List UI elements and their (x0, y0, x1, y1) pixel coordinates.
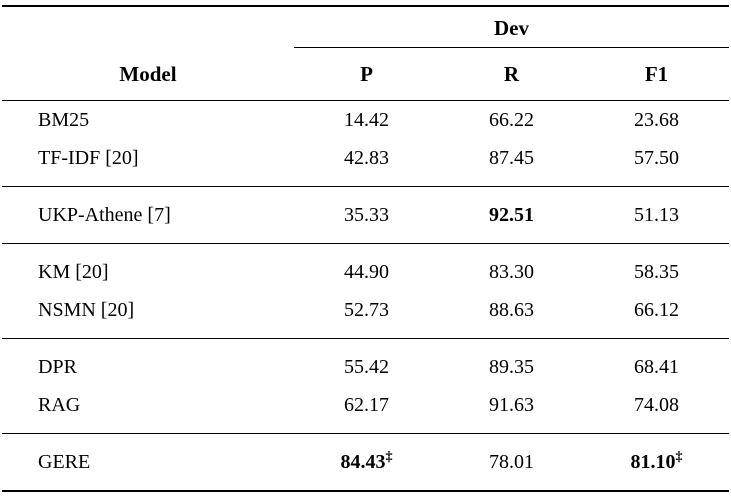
r-cell: 87.45 (489, 147, 534, 169)
f1-value: 81.10 (630, 451, 676, 473)
column-header-row: Model P R F1 (2, 47, 730, 101)
r-cell: 83.30 (439, 243, 584, 291)
corner-empty-cell (2, 5, 294, 48)
r-cell: 78.01 (439, 433, 584, 492)
double-dagger-marker: ‡ (385, 449, 393, 465)
f1-cell: 81.10‡ (584, 433, 730, 492)
p-cell: 14.42 (344, 109, 389, 131)
model-cell: GERE (2, 433, 294, 492)
r-cell: 91.63 (489, 394, 534, 416)
model-cell: RAG (38, 394, 81, 416)
table-row-rag: RAG 62.17 91.63 74.08 (2, 386, 729, 434)
p-value: 84.43 (340, 451, 386, 473)
model-cell: NSMN [20] (38, 299, 135, 321)
model-column-header: Model (2, 47, 294, 101)
table-row-km: KM [20] 44.90 83.30 58.35 (2, 243, 730, 291)
r-cell: 92.51 (439, 186, 584, 244)
f1-column-header: F1 (584, 47, 730, 101)
table-row-tfidf: TF-IDF [20] 42.83 87.45 57.50 (2, 139, 729, 187)
table-row-dpr: DPR 55.42 89.35 68.41 (2, 338, 730, 386)
p-cell: 52.73 (344, 299, 389, 321)
model-cell: DPR (2, 338, 294, 386)
retrieval-results-table: Dev Model P R F1 BM25 14.42 66.22 23.68 … (2, 5, 730, 492)
f1-cell: 23.68 (634, 109, 680, 131)
dev-group-header: Dev (294, 5, 730, 48)
r-cell: 88.63 (489, 299, 534, 321)
f1-cell: 51.13 (584, 186, 730, 244)
table-row-nsmn: NSMN [20] 52.73 88.63 66.12 (2, 291, 729, 339)
table-row-gere: GERE 84.43‡ 78.01 81.10‡ (2, 433, 730, 492)
p-cell: 42.83 (344, 147, 389, 169)
model-cell: TF-IDF [20] (38, 147, 139, 169)
f1-cell: 57.50 (634, 147, 680, 169)
p-cell: 55.42 (294, 338, 439, 386)
model-cell: KM [20] (2, 243, 294, 291)
p-cell: 84.43‡ (294, 433, 439, 492)
f1-cell: 66.12 (634, 299, 680, 321)
p-cell: 35.33 (294, 186, 439, 244)
dev-span-row: Dev (2, 5, 730, 48)
f1-cell: 74.08 (634, 394, 680, 416)
model-cell: BM25 (38, 109, 90, 131)
r-column-header: R (439, 47, 584, 101)
r-cell: 89.35 (439, 338, 584, 386)
f1-cell: 58.35 (584, 243, 730, 291)
p-cell: 44.90 (294, 243, 439, 291)
f1-cell: 68.41 (584, 338, 730, 386)
p-column-header: P (294, 47, 439, 101)
model-cell: UKP-Athene [7] (2, 186, 294, 244)
table-row-bm25: BM25 14.42 66.22 23.68 (2, 101, 729, 140)
table-row-ukp-athene: UKP-Athene [7] 35.33 92.51 51.13 (2, 186, 730, 244)
double-dagger-marker: ‡ (675, 449, 683, 465)
r-cell: 66.22 (489, 109, 534, 131)
p-cell: 62.17 (344, 394, 389, 416)
